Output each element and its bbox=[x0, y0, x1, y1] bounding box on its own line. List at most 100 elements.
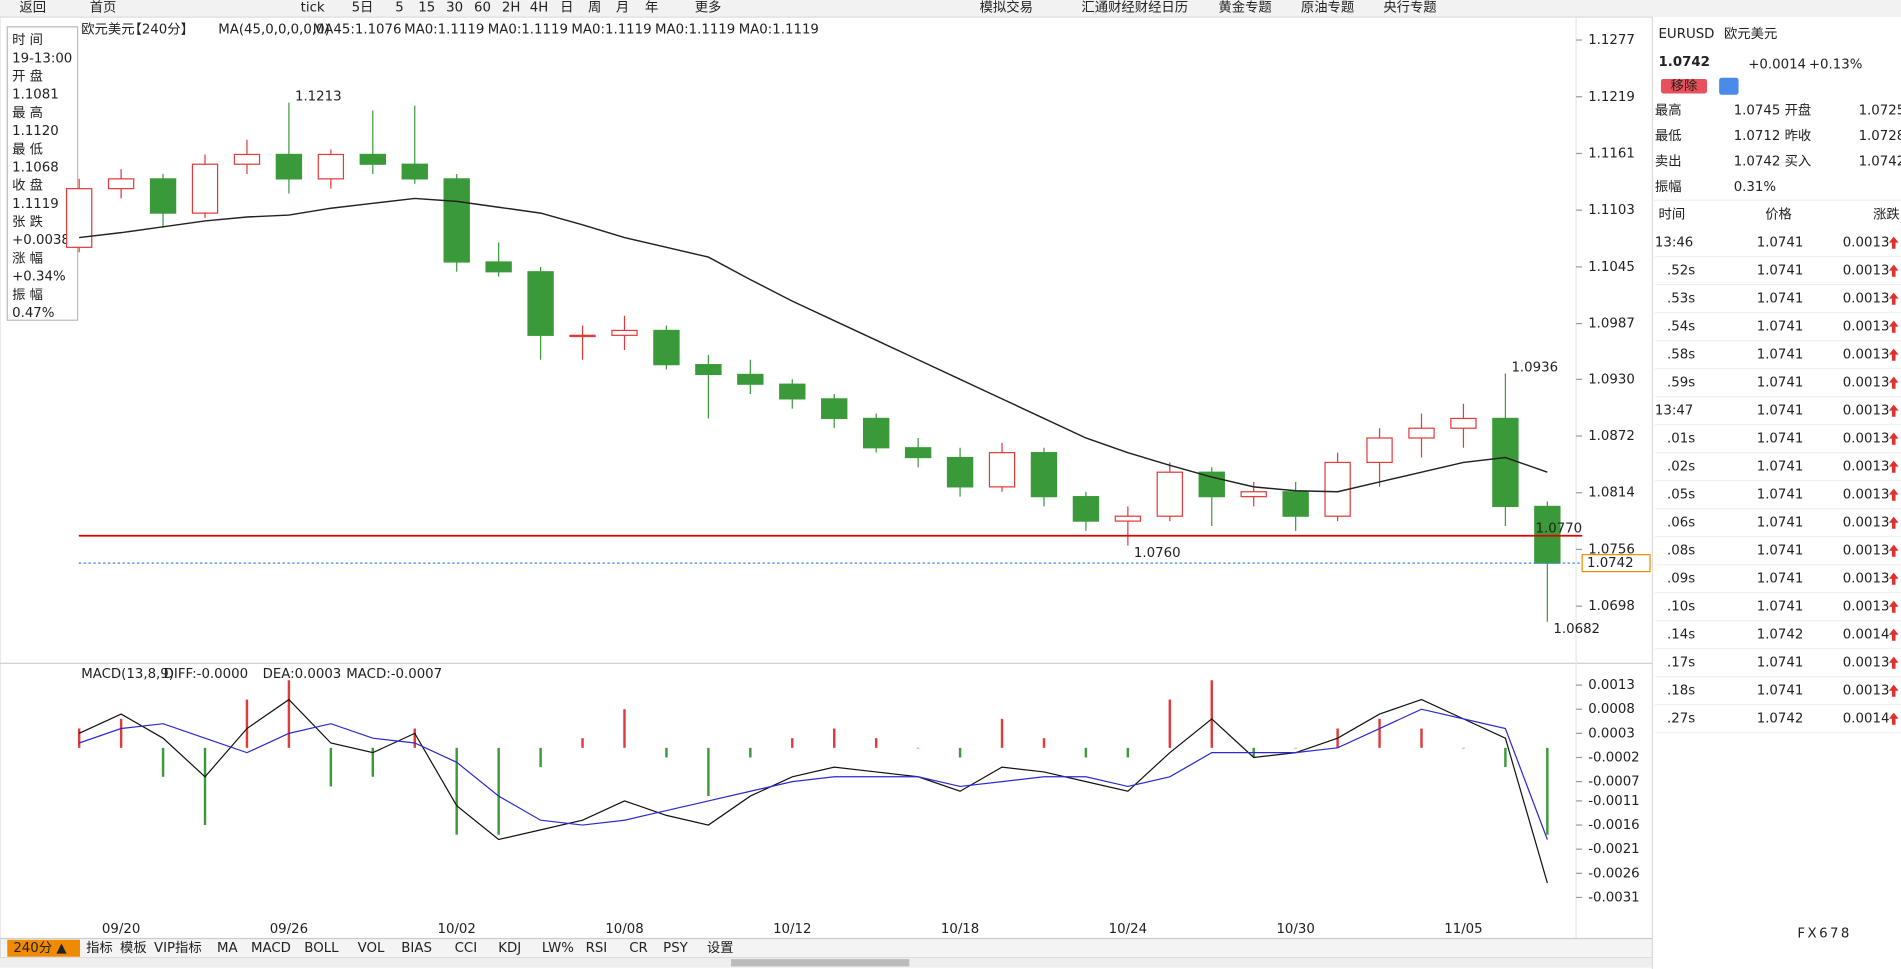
trade-price: 1.0741 bbox=[1757, 264, 1804, 279]
trade-change: 0.0013 bbox=[1843, 264, 1890, 279]
tab[interactable]: 240分 ▲ bbox=[13, 940, 67, 956]
info-value: 0.47% bbox=[12, 306, 54, 321]
trade-change: 0.0013 bbox=[1843, 236, 1890, 251]
x-tick-label: 10/18 bbox=[941, 922, 979, 937]
toolbar-item[interactable]: 周 bbox=[588, 0, 601, 15]
trade-time: 13:46 bbox=[1655, 236, 1693, 251]
macd-bar bbox=[203, 747, 207, 826]
macd-bar bbox=[623, 709, 626, 748]
trade-time: .06s bbox=[1667, 516, 1695, 531]
tab[interactable]: CCI bbox=[455, 941, 478, 956]
tab[interactable]: 模板 bbox=[120, 940, 147, 956]
toolbar-item[interactable]: 60 bbox=[474, 0, 491, 15]
macd-bar bbox=[329, 747, 333, 787]
toolbar-item[interactable]: 原油专题 bbox=[1301, 0, 1354, 15]
toolbar-item[interactable]: 央行专题 bbox=[1383, 0, 1436, 15]
macd-bar bbox=[1210, 680, 1213, 748]
macd-bar bbox=[958, 747, 962, 758]
candle-body bbox=[275, 153, 303, 180]
up-arrow bbox=[1888, 460, 1899, 473]
legend-item: MACD:-0.0007 bbox=[346, 667, 442, 682]
trade-price: 1.0742 bbox=[1757, 628, 1804, 643]
macd-bar bbox=[119, 718, 123, 748]
y-tick-label: -0.0011 bbox=[1588, 794, 1639, 809]
legend-item: MA0:1.1119 bbox=[739, 22, 819, 37]
trade-price: 1.0742 bbox=[1757, 712, 1804, 727]
info-label: 最 低 bbox=[12, 141, 43, 157]
candle-body bbox=[1114, 515, 1142, 522]
candle-body bbox=[737, 373, 764, 385]
y-tick-label: 1.1103 bbox=[1588, 203, 1635, 218]
macd-bar bbox=[1546, 747, 1549, 835]
toolbar-item[interactable]: 5日 bbox=[352, 0, 374, 15]
tab[interactable]: MA bbox=[217, 941, 238, 956]
up-arrow bbox=[1888, 320, 1899, 333]
info-label: 张 跌 bbox=[12, 214, 43, 230]
toolbar-item[interactable]: 5 bbox=[395, 0, 403, 15]
tab[interactable]: 设置 bbox=[707, 940, 734, 956]
tab[interactable]: 指标 bbox=[86, 940, 113, 956]
toolbar-item[interactable]: 模拟交易 bbox=[980, 0, 1033, 15]
tab[interactable]: PSY bbox=[663, 941, 688, 956]
toolbar-item[interactable]: 更多 bbox=[695, 0, 722, 15]
macd-bar bbox=[707, 747, 710, 797]
toolbar-item[interactable]: 年 bbox=[645, 0, 658, 15]
remove-label[interactable]: 移除 bbox=[1671, 78, 1698, 94]
macd-bar bbox=[1420, 728, 1423, 748]
tab[interactable]: CR bbox=[629, 941, 648, 956]
tab[interactable]: LW% bbox=[542, 941, 574, 956]
tab[interactable]: VIP指标 bbox=[154, 940, 202, 956]
toolbar-item[interactable]: 汇通财经 bbox=[1081, 0, 1134, 15]
candle-body bbox=[1408, 427, 1435, 439]
trade-time: .09s bbox=[1667, 572, 1695, 587]
toolbar-item[interactable]: 财经日历 bbox=[1135, 0, 1188, 15]
toolbar-bg bbox=[0, 0, 1901, 18]
toolbar-item[interactable]: 黄金专题 bbox=[1218, 0, 1271, 15]
tab[interactable]: KDJ bbox=[498, 941, 521, 956]
info-value: 1.1081 bbox=[12, 88, 59, 103]
toolbar-item[interactable]: 返回 bbox=[19, 0, 46, 15]
y-tick-label: 1.0698 bbox=[1588, 599, 1635, 614]
y-tick-label: -0.0031 bbox=[1588, 890, 1639, 905]
macd-bar bbox=[77, 728, 81, 748]
macd-bar bbox=[539, 747, 542, 768]
toolbar-item[interactable]: 月 bbox=[616, 0, 629, 15]
candle-body bbox=[1072, 496, 1100, 522]
toolbar-item[interactable]: tick bbox=[301, 0, 325, 15]
candle-body bbox=[1030, 452, 1058, 498]
toolbar-item[interactable]: 30 bbox=[446, 0, 463, 15]
tab[interactable]: RSI bbox=[586, 941, 608, 956]
trade-change: 0.0013 bbox=[1843, 320, 1890, 335]
extreme-label: 1.0760 bbox=[1134, 546, 1181, 561]
trade-change: 0.0013 bbox=[1843, 684, 1890, 699]
x-tick-label: 09/26 bbox=[270, 922, 308, 937]
candle-body bbox=[904, 447, 932, 459]
toolbar-item[interactable]: 日 bbox=[560, 0, 573, 15]
y-tick-label: 1.0814 bbox=[1588, 486, 1635, 501]
up-arrow bbox=[1888, 348, 1899, 361]
trade-price: 1.0741 bbox=[1757, 656, 1804, 671]
legend-item: DIFF:-0.0000 bbox=[164, 667, 248, 682]
candle-body bbox=[1282, 491, 1309, 517]
candle-body bbox=[401, 163, 428, 180]
toolbar-item[interactable]: 首页 bbox=[90, 0, 117, 15]
tab[interactable]: BIAS bbox=[401, 941, 432, 956]
quote-value: 1.0728 bbox=[1859, 129, 1901, 144]
x-tick-label: 10/24 bbox=[1109, 922, 1147, 937]
toolbar-item[interactable]: 2H bbox=[502, 0, 521, 15]
tab[interactable]: BOLL bbox=[304, 941, 339, 956]
macd-bar bbox=[1126, 747, 1130, 758]
info-value: 1.1068 bbox=[12, 160, 59, 175]
candle-body bbox=[317, 153, 345, 180]
tab[interactable]: MACD bbox=[251, 941, 291, 956]
alert-button[interactable] bbox=[1719, 77, 1739, 95]
scrollbar-thumb[interactable] bbox=[731, 959, 910, 967]
candle-body bbox=[695, 364, 722, 376]
toolbar-item[interactable]: 4H bbox=[530, 0, 549, 15]
toolbar-item[interactable]: 15 bbox=[418, 0, 435, 15]
macd-bar bbox=[1042, 738, 1046, 748]
remove-button[interactable] bbox=[1660, 78, 1708, 94]
tab[interactable]: VOL bbox=[358, 941, 385, 956]
macd-bar bbox=[1462, 747, 1465, 749]
macd-bar bbox=[1168, 699, 1172, 748]
